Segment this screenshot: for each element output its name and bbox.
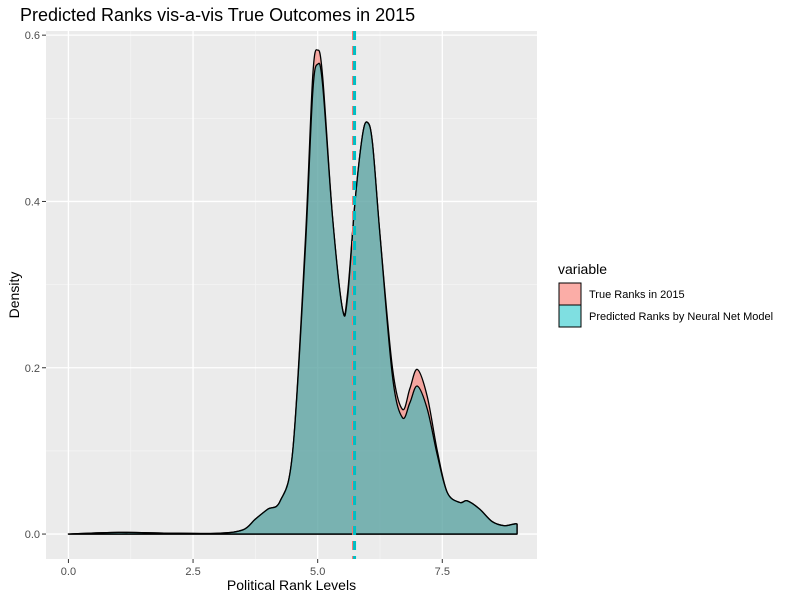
mean-lines bbox=[352, 31, 357, 559]
x-tick-label: 2.5 bbox=[185, 566, 200, 578]
y-tick-label: 0.4 bbox=[25, 196, 40, 208]
x-axis-title: Political Rank Levels bbox=[227, 577, 356, 593]
y-tick-label: 0.6 bbox=[25, 30, 40, 42]
x-tick-label: 5.0 bbox=[310, 566, 325, 578]
chart-title: Predicted Ranks vis-a-vis True Outcomes … bbox=[20, 5, 415, 25]
legend-label-predicted-ranks: Predicted Ranks by Neural Net Model bbox=[589, 311, 773, 323]
legend-label-true-ranks: True Ranks in 2015 bbox=[589, 289, 685, 301]
y-axis: 0.0 0.2 0.4 0.6 bbox=[25, 30, 46, 541]
legend: variable True Ranks in 2015 Predicted Ra… bbox=[558, 261, 773, 328]
x-axis: 0.0 2.5 5.0 7.5 bbox=[61, 559, 450, 578]
x-tick-label: 0.0 bbox=[61, 566, 76, 578]
y-axis-title: Density bbox=[6, 272, 22, 319]
y-tick-label: 0.2 bbox=[25, 363, 40, 375]
legend-title: variable bbox=[558, 261, 607, 277]
legend-key-predicted-ranks bbox=[558, 304, 582, 328]
legend-key-true-ranks bbox=[558, 282, 582, 306]
y-tick-label: 0.0 bbox=[25, 529, 40, 541]
x-tick-label: 7.5 bbox=[435, 566, 450, 578]
